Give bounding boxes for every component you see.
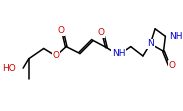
Text: O: O — [168, 61, 175, 70]
Text: HO: HO — [2, 64, 16, 73]
Text: NH: NH — [169, 32, 183, 41]
Text: N: N — [147, 39, 154, 48]
Text: O: O — [97, 28, 104, 37]
Text: O: O — [57, 26, 64, 35]
Text: O: O — [52, 52, 59, 60]
Text: NH: NH — [112, 49, 125, 58]
